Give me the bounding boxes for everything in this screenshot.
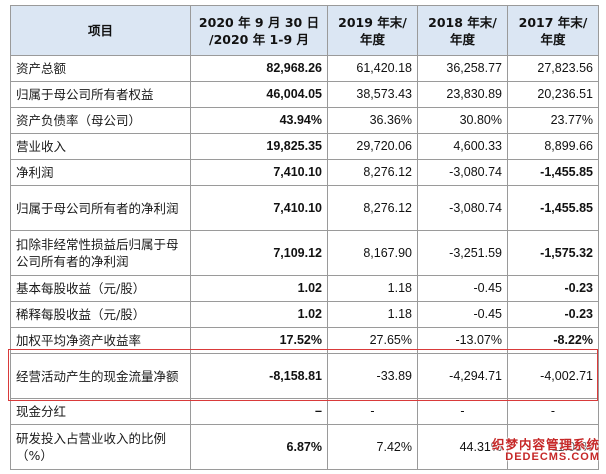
table-row: 扣除非经常性损益后归属于母公司所有者的净利润 7,109.12 8,167.90… — [10, 230, 599, 276]
cell-2017: -1,455.85 — [507, 159, 599, 186]
cell-2017: -4,002.71 — [507, 353, 599, 399]
cell-2018: -0.45 — [417, 301, 508, 328]
cell-2017: 27,823.56 — [507, 55, 599, 82]
cell-2020: 82,968.26 — [190, 55, 328, 82]
cell-2020: 7,109.12 — [190, 230, 328, 276]
cell-2020: -8,158.81 — [190, 353, 328, 399]
cell-2019: 1.18 — [327, 301, 418, 328]
watermark: 织梦内容管理系统 DEDECMS.COM — [480, 434, 600, 468]
cell-2020: 1.02 — [190, 301, 328, 328]
header-2017: 2017 年末/ 年度 — [507, 5, 599, 56]
cell-2020: 43.94% — [190, 107, 328, 134]
row-label: 归属于母公司所有者的净利润 — [10, 185, 191, 231]
header-2019-line1: 2019 年末/ — [338, 14, 407, 30]
cell-2019: 29,720.06 — [327, 133, 418, 160]
row-label: 归属于母公司所有者权益 — [10, 81, 191, 108]
cell-2019: 8,276.12 — [327, 159, 418, 186]
cell-2018: 36,258.77 — [417, 55, 508, 82]
financial-table: 项目 2020 年 9 月 30 日 /2020 年 1-9 月 2019 年末… — [10, 5, 599, 470]
row-label: 扣除非经常性损益后归属于母公司所有者的净利润 — [10, 230, 191, 276]
table-row: 经营活动产生的现金流量净额 -8,158.81 -33.89 -4,294.71… — [10, 353, 599, 399]
table-row: 资产负债率（母公司） 43.94% 36.36% 30.80% 23.77% — [10, 107, 599, 134]
cell-2017: -1,575.32 — [507, 230, 599, 276]
table-row: 净利润 7,410.10 8,276.12 -3,080.74 -1,455.8… — [10, 159, 599, 186]
header-2018-line1: 2018 年末/ — [428, 14, 497, 30]
cell-2019: 8,276.12 — [327, 185, 418, 231]
cell-2019: 27.65% — [327, 327, 418, 354]
header-2017-line2: 年度 — [540, 31, 566, 47]
header-row: 项目 2020 年 9 月 30 日 /2020 年 1-9 月 2019 年末… — [10, 5, 599, 56]
cell-2020: 1.02 — [190, 275, 328, 302]
header-2019-line2: 年度 — [359, 31, 385, 47]
cell-2017: 11.08% — [507, 424, 599, 470]
header-2018: 2018 年末/ 年度 — [417, 5, 508, 56]
cell-2018: 30.80% — [417, 107, 508, 134]
cell-2020: 7,410.10 — [190, 159, 328, 186]
cell-2019: 8,167.90 — [327, 230, 418, 276]
watermark-url: DEDECMS.COM — [505, 451, 600, 463]
cell-2017: - — [507, 398, 599, 425]
row-label: 研发投入占营业收入的比例（%） — [10, 424, 191, 470]
table-row: 加权平均净资产收益率 17.52% 27.65% -13.07% -8.22% — [10, 327, 599, 354]
table-row: 现金分红 – - - - — [10, 398, 599, 425]
row-label: 营业收入 — [10, 133, 191, 160]
header-2017-line1: 2017 年末/ — [518, 14, 588, 30]
cell-2018: 44.31% — [417, 424, 508, 470]
cell-2017: -0.23 — [507, 275, 599, 302]
cell-2017: -0.23 — [507, 301, 599, 328]
table-row: 稀释每股收益（元/股） 1.02 1.18 -0.45 -0.23 — [10, 301, 599, 328]
cell-2018: -3,251.59 — [417, 230, 508, 276]
cell-2020: – — [190, 398, 328, 425]
cell-2020: 19,825.35 — [190, 133, 328, 160]
header-2018-line2: 年度 — [449, 31, 475, 47]
header-2020-line2: /2020 年 1-9 月 — [209, 31, 309, 47]
cell-2020: 46,004.05 — [190, 81, 328, 108]
cell-2018: -3,080.74 — [417, 185, 508, 231]
cell-2020: 17.52% — [190, 327, 328, 354]
table-row: 营业收入 19,825.35 29,720.06 4,600.33 8,899.… — [10, 133, 599, 160]
cell-2019: 38,573.43 — [327, 81, 418, 108]
cell-2020: 6.87% — [190, 424, 328, 470]
table-row: 归属于母公司所有者的净利润 7,410.10 8,276.12 -3,080.7… — [10, 185, 599, 231]
cell-2018: -3,080.74 — [417, 159, 508, 186]
cell-2017: -8.22% — [507, 327, 599, 354]
table-row: 研发投入占营业收入的比例（%） 6.87% 7.42% 44.31% 11.08… — [10, 424, 599, 470]
cell-2017: 20,236.51 — [507, 81, 599, 108]
cell-2017: -1,455.85 — [507, 185, 599, 231]
cell-2018: 23,830.89 — [417, 81, 508, 108]
header-2019: 2019 年末/ 年度 — [327, 5, 418, 56]
row-label: 经营活动产生的现金流量净额 — [10, 353, 191, 399]
header-item: 项目 — [10, 5, 191, 56]
cell-2018: - — [417, 398, 508, 425]
header-2020-line1: 2020 年 9 月 30 日 — [198, 14, 320, 30]
cell-2019: -33.89 — [327, 353, 418, 399]
cell-2018: 4,600.33 — [417, 133, 508, 160]
cell-2019: 36.36% — [327, 107, 418, 134]
row-label: 稀释每股收益（元/股） — [10, 301, 191, 328]
header-2020: 2020 年 9 月 30 日 /2020 年 1-9 月 — [190, 5, 328, 56]
table-row: 归属于母公司所有者权益 46,004.05 38,573.43 23,830.8… — [10, 81, 599, 108]
row-label: 净利润 — [10, 159, 191, 186]
cell-2019: 1.18 — [327, 275, 418, 302]
table-row: 基本每股收益（元/股） 1.02 1.18 -0.45 -0.23 — [10, 275, 599, 302]
row-label: 资产负债率（母公司） — [10, 107, 191, 134]
cell-2017: 23.77% — [507, 107, 599, 134]
cell-2019: 7.42% — [327, 424, 418, 470]
cell-2018: -13.07% — [417, 327, 508, 354]
table-row: 资产总额 82,968.26 61,420.18 36,258.77 27,82… — [10, 55, 599, 82]
cell-2020: 7,410.10 — [190, 185, 328, 231]
row-label: 现金分红 — [10, 398, 191, 425]
row-label: 资产总额 — [10, 55, 191, 82]
cell-2019: 61,420.18 — [327, 55, 418, 82]
row-label: 加权平均净资产收益率 — [10, 327, 191, 354]
cell-2017: 8,899.66 — [507, 133, 599, 160]
cell-2019: - — [327, 398, 418, 425]
watermark-title: 织梦内容管理系统 — [491, 437, 600, 452]
cell-2018: -0.45 — [417, 275, 508, 302]
cell-2018: -4,294.71 — [417, 353, 508, 399]
row-label: 基本每股收益（元/股） — [10, 275, 191, 302]
